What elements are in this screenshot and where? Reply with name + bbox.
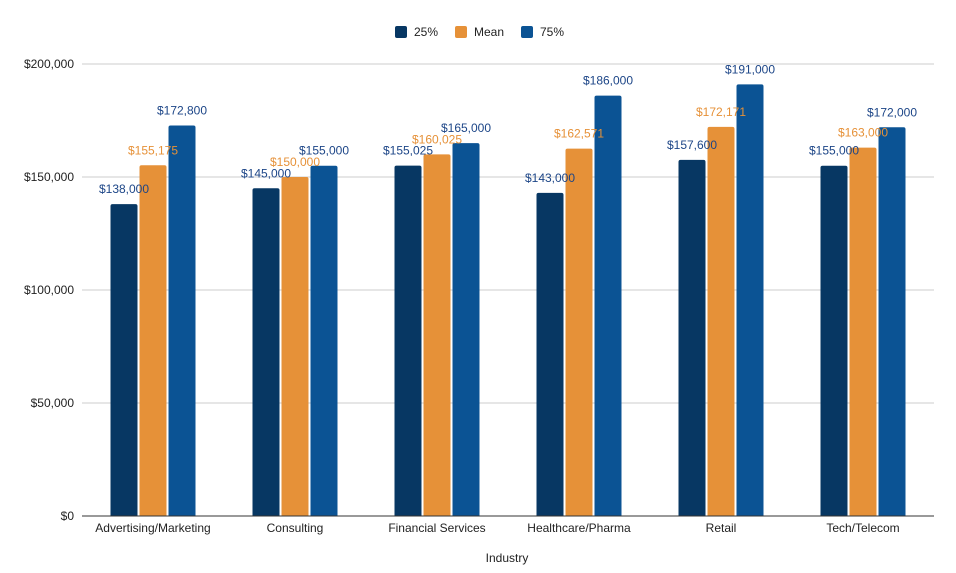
data-label: $162,571	[554, 127, 604, 141]
data-label: $172,171	[696, 105, 746, 119]
legend-item: Mean	[455, 25, 504, 39]
y-tick-label: $200,000	[24, 57, 74, 71]
data-label: $163,000	[838, 126, 888, 140]
data-label: $138,000	[99, 182, 149, 196]
bar-mean	[139, 165, 167, 516]
data-label: $172,800	[157, 103, 207, 117]
y-tick-label: $150,000	[24, 170, 74, 184]
legend-item: 75%	[521, 25, 564, 39]
data-label: $155,025	[383, 144, 433, 158]
data-label: $155,000	[299, 144, 349, 158]
y-tick-label: $100,000	[24, 283, 74, 297]
legend: 25% Mean 75%	[395, 25, 564, 39]
bar-mean	[849, 147, 877, 516]
bar-mean	[707, 126, 735, 516]
data-labels: $138,000 $155,175 $172,800 $145,000$150,000…	[99, 62, 917, 196]
data-label: $145,000	[241, 166, 291, 180]
bar-mean	[565, 148, 593, 516]
gridlines	[82, 63, 934, 404]
bar-25pct	[678, 159, 706, 516]
x-tick-label: Tech/Telecom	[826, 521, 899, 535]
bar-mean	[423, 154, 451, 516]
bar-75pct	[594, 95, 622, 516]
data-label: $160,025	[412, 132, 462, 146]
legend-label: 25%	[414, 25, 438, 39]
x-tick-label: Advertising/Marketing	[95, 521, 210, 535]
bar-75pct	[878, 127, 906, 516]
data-label: $157,600	[667, 138, 717, 152]
x-tick-label: Retail	[706, 521, 737, 535]
y-axis-tick-labels: $0 $50,000 $100,000 $150,000 $200,000	[24, 57, 74, 523]
bar-25pct	[394, 165, 422, 516]
legend-item: 25%	[395, 25, 438, 39]
bar-75pct	[736, 84, 764, 516]
bar-25pct	[252, 188, 280, 517]
legend-swatch	[395, 26, 407, 38]
x-tick-label: Healthcare/Pharma	[527, 521, 631, 535]
data-label: $150,000	[270, 155, 320, 169]
data-label: $155,000	[809, 144, 859, 158]
bar-75pct	[310, 165, 338, 516]
legend-label: Mean	[474, 25, 504, 39]
x-tick-label: Financial Services	[388, 521, 485, 535]
bars	[110, 84, 906, 517]
data-label: $191,000	[725, 62, 775, 76]
bar-25pct	[110, 204, 138, 516]
y-tick-label: $50,000	[31, 396, 75, 410]
data-label: $143,000	[525, 171, 575, 185]
bar-75pct	[168, 125, 196, 517]
x-axis-title: Industry	[486, 551, 529, 565]
x-axis: Advertising/Marketing Consulting Financial…	[82, 515, 934, 535]
y-tick-label: $0	[61, 509, 75, 523]
data-label: $165,000	[441, 121, 491, 135]
bar-25pct	[820, 165, 848, 516]
data-label: $172,000	[867, 105, 917, 119]
data-label: $186,000	[583, 74, 633, 88]
bar-75pct	[452, 143, 480, 516]
data-label: $155,175	[128, 143, 178, 157]
legend-label: 75%	[540, 25, 564, 39]
bar-25pct	[536, 192, 564, 516]
legend-swatch	[455, 26, 467, 38]
legend-swatch	[521, 26, 533, 38]
bar-mean	[281, 177, 309, 516]
x-tick-label: Consulting	[267, 521, 324, 535]
